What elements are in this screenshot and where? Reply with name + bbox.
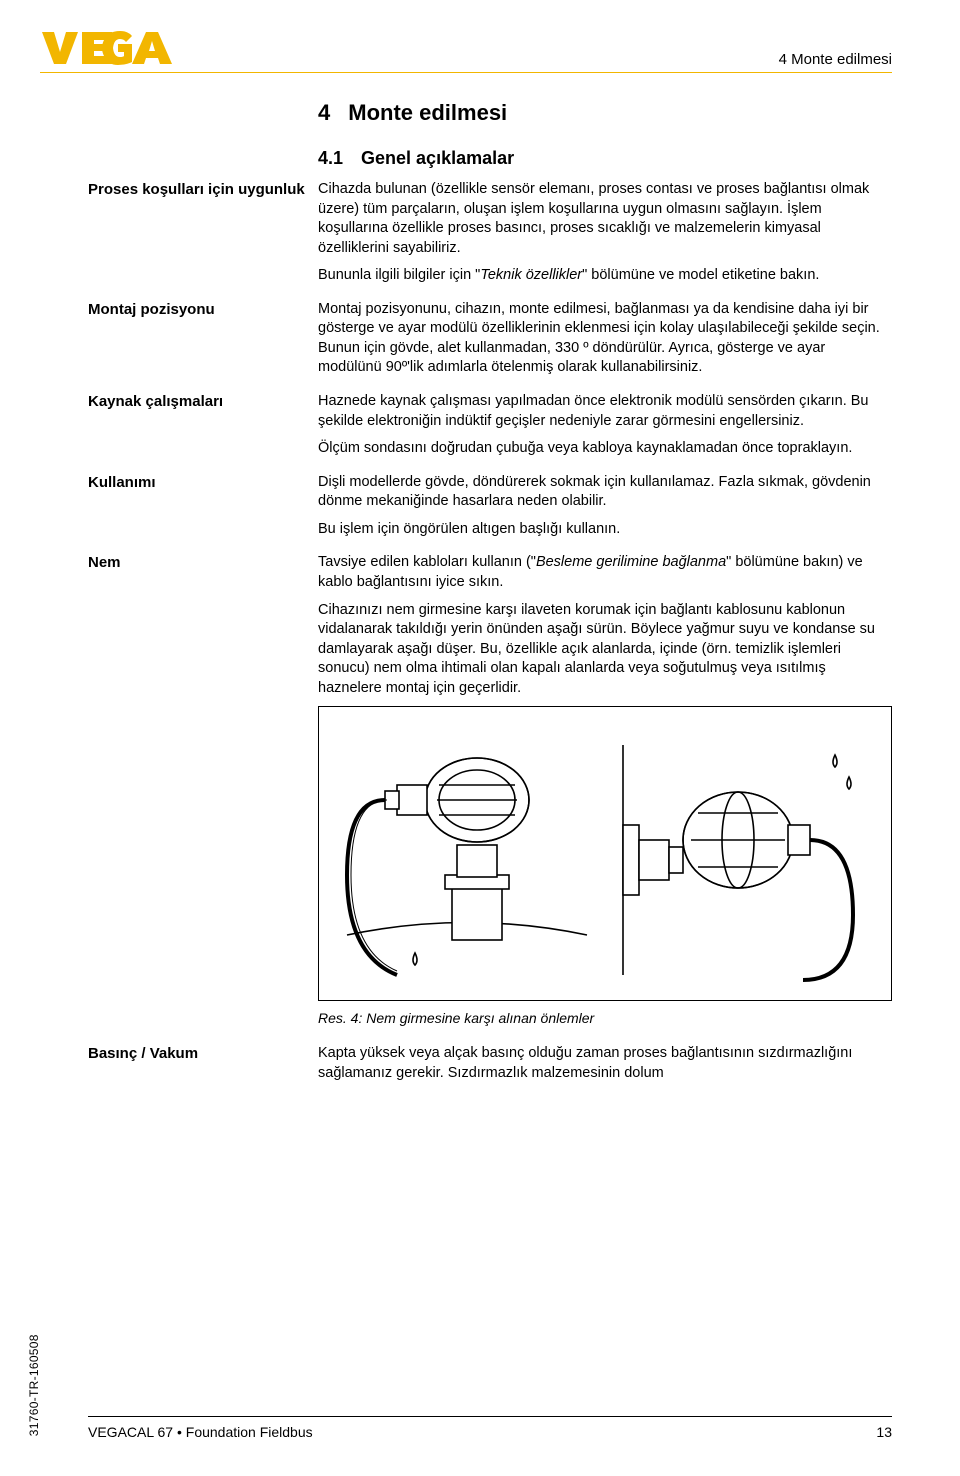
page-footer: VEGACAL 67 • Foundation Fieldbus 13	[88, 1416, 892, 1442]
paragraph: Bu işlem için öngörülen altıgen başlığı …	[318, 520, 892, 540]
header-section-label: 4 Monte edilmesi	[779, 50, 892, 70]
paragraph: Haznede kaynak çalışması yapılmadan önce…	[318, 392, 892, 431]
chapter-text: Monte edilmesi	[348, 98, 507, 128]
chapter-title: 4 Monte edilmesi	[318, 98, 892, 128]
side-label: Basınç / Vakum	[88, 1044, 318, 1083]
paragraph: Montaj pozisyonunu, cihazın, monte edilm…	[318, 300, 892, 378]
body-text: Cihazda bulunan (özellikle sensör eleman…	[318, 180, 892, 286]
side-label: Montaj pozisyonu	[88, 300, 318, 378]
header-rule	[40, 72, 892, 73]
brand-logo	[40, 28, 185, 66]
paragraph: Ölçüm sondasını doğrudan çubuğa veya kab…	[318, 439, 892, 459]
paragraph: Bununla ilgili bilgiler için "Teknik öze…	[318, 266, 892, 286]
section-title: 4.1 Genel açıklamalar	[318, 146, 892, 170]
italic-term: Teknik özellikler	[480, 267, 582, 283]
chapter-number: 4	[318, 98, 330, 128]
body-text: Dişli modellerde gövde, döndürerek sokma…	[318, 473, 892, 540]
body-text: Montaj pozisyonunu, cihazın, monte edilm…	[318, 300, 892, 378]
paragraph: Kapta yüksek veya alçak basınç olduğu za…	[318, 1044, 892, 1083]
side-label: Kaynak çalışmaları	[88, 392, 318, 459]
paragraph: Tavsiye edilen kabloları kullanın ("Besl…	[318, 553, 892, 592]
sensor-side-svg	[613, 725, 873, 985]
side-label: Proses koşulları için uygunluk	[88, 180, 318, 286]
figure-caption: Res. 4: Nem girmesine karşı alınan önlem…	[318, 1009, 892, 1028]
figure-moisture	[318, 706, 892, 1001]
footer-product: VEGACAL 67 • Foundation Fieldbus	[88, 1423, 313, 1442]
doc-code-vertical: 31760-TR-160508	[26, 1334, 42, 1436]
section-number: 4.1	[318, 146, 343, 170]
side-label: Kullanımı	[88, 473, 318, 540]
side-label: Nem	[88, 553, 318, 1028]
paragraph: Cihazınızı nem girmesine karşı ilaveten …	[318, 601, 892, 699]
italic-term: Besleme gerilimine bağlanma	[536, 554, 726, 570]
footer-page-number: 13	[876, 1423, 892, 1442]
section-text: Genel açıklamalar	[361, 146, 514, 170]
body-text: Kapta yüksek veya alçak basınç olduğu za…	[318, 1044, 892, 1083]
body-text: Tavsiye edilen kabloları kullanın ("Besl…	[318, 553, 892, 1028]
body-text: Haznede kaynak çalışması yapılmadan önce…	[318, 392, 892, 459]
paragraph: Cihazda bulunan (özellikle sensör eleman…	[318, 180, 892, 258]
sensor-front-svg	[337, 725, 597, 985]
paragraph: Dişli modellerde gövde, döndürerek sokma…	[318, 473, 892, 512]
